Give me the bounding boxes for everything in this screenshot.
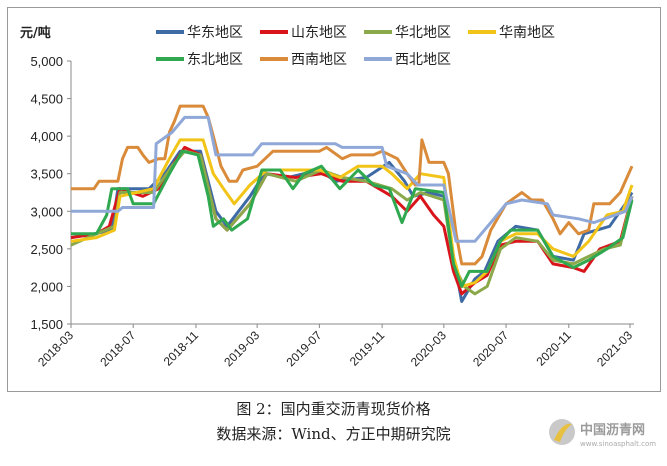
x-tick-label: 2018-03 xyxy=(35,328,76,369)
x-tick-label: 2018-07 xyxy=(97,328,138,369)
watermark-url: www.sinoasphalt.com xyxy=(580,440,656,448)
series-line-5 xyxy=(71,149,634,288)
legend-label: 西北地区 xyxy=(395,52,451,68)
y-tick-label: 5,000 xyxy=(30,54,63,69)
legend-label: 山东地区 xyxy=(291,25,347,41)
series-line-7 xyxy=(71,115,634,243)
legend-label: 华南地区 xyxy=(499,25,555,41)
watermark-text: 中国沥青网 xyxy=(580,422,645,438)
y-tick-label: 4,000 xyxy=(30,129,63,144)
chart-frame xyxy=(7,7,661,392)
watermark-logo: 中国沥青网 www.sinoasphalt.com xyxy=(548,412,663,452)
y-tick-label: 3,500 xyxy=(30,167,63,182)
y-tick-label: 1,500 xyxy=(30,317,63,332)
legend-label: 西南地区 xyxy=(291,52,347,68)
x-tick-label: 2018-11 xyxy=(161,328,202,369)
x-tick-label: 2019-07 xyxy=(283,328,324,369)
y-tick-label: 2,000 xyxy=(30,279,63,294)
y-axis-label: 元/吨 xyxy=(20,25,51,41)
x-tick-label: 2019-11 xyxy=(347,328,388,369)
y-tick-label: 4,500 xyxy=(30,92,63,107)
x-tick-label: 2021-03 xyxy=(594,328,635,369)
x-tick-label: 2019-03 xyxy=(221,328,262,369)
x-tick-label: 2020-07 xyxy=(470,328,511,369)
legend-label: 华北地区 xyxy=(395,25,451,41)
legend-label: 华东地区 xyxy=(187,25,243,41)
series-line-6 xyxy=(71,104,634,266)
y-tick-label: 2,500 xyxy=(30,242,63,257)
x-tick-label: 2020-11 xyxy=(534,328,575,369)
y-tick-label: 3,000 xyxy=(30,204,63,219)
figure-title: 图 2：国内重交沥青现货价格 xyxy=(236,400,431,418)
figure-source: 数据来源：Wind、方正中期研究院 xyxy=(216,425,451,443)
x-tick-label: 2020-03 xyxy=(408,328,449,369)
legend-label: 东北地区 xyxy=(187,52,243,68)
